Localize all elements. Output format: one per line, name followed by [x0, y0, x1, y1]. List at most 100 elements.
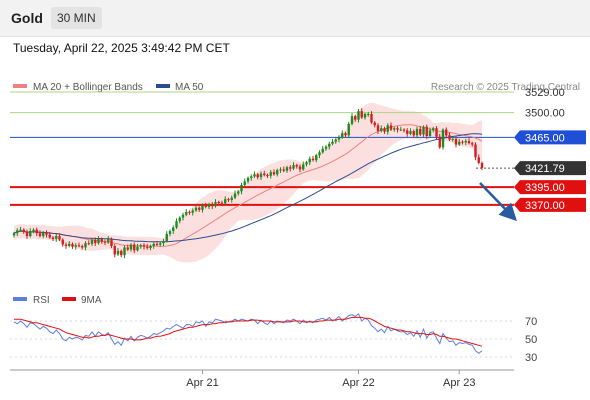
candle-body: [334, 139, 337, 142]
candle: [103, 239, 107, 246]
price-tag-label-support: 3370.00: [525, 200, 565, 212]
candle-body: [126, 247, 129, 250]
candle-body: [175, 221, 178, 228]
candle-body: [155, 243, 159, 245]
rsi-legend: RSI 9MA: [13, 295, 102, 306]
candle: [149, 244, 152, 251]
candle-body: [399, 129, 402, 131]
ma50-legend-label: MA 50: [175, 82, 204, 93]
candle: [194, 204, 198, 212]
candle-body: [214, 202, 217, 207]
candle-body: [419, 128, 422, 135]
candle-body: [422, 126, 425, 135]
candle-body: [84, 243, 87, 248]
candle-body: [81, 246, 84, 248]
candle-body: [321, 148, 324, 153]
candle: [285, 165, 289, 173]
candle-body: [285, 167, 289, 171]
candle: [159, 241, 162, 247]
candle: [64, 242, 68, 249]
candle-body: [48, 234, 51, 238]
candle-body: [94, 239, 97, 244]
candle-body: [120, 250, 123, 256]
candle: [360, 108, 363, 119]
candle: [51, 236, 55, 242]
price-tag-label-last: 3421.79: [525, 163, 565, 175]
candle: [155, 241, 159, 246]
candle-body: [227, 199, 230, 201]
candle: [240, 182, 243, 195]
rsi-line: [13, 312, 483, 355]
rsi-legend-swatch: [13, 297, 27, 301]
candle-body: [58, 236, 61, 240]
candle-body: [389, 125, 393, 130]
candle: [454, 136, 458, 148]
candle: [380, 125, 383, 133]
candle: [168, 229, 172, 237]
candle: [185, 209, 188, 217]
candle: [142, 243, 146, 250]
candle: [237, 189, 240, 196]
interval-button[interactable]: 30 MIN: [51, 7, 102, 29]
candle: [344, 131, 347, 138]
candle-body: [451, 138, 454, 140]
candle: [74, 243, 77, 250]
candle-body: [146, 246, 149, 249]
candle: [311, 155, 315, 162]
candle: [211, 202, 214, 210]
candle-body: [292, 165, 295, 169]
candle-body: [181, 214, 185, 218]
candle: [308, 156, 311, 166]
price-tags: 3529.00 3500.00 3465.00 3421.79 3395.00 3370.…: [514, 87, 586, 212]
candle: [58, 233, 61, 242]
candle: [435, 126, 438, 140]
candle-body: [42, 232, 45, 237]
candle: [133, 242, 136, 254]
candle: [230, 195, 233, 203]
candle: [201, 203, 204, 213]
candle-body: [344, 133, 347, 136]
candle-body: [165, 233, 168, 242]
candle: [415, 126, 419, 139]
candle-body: [311, 158, 315, 161]
candle: [448, 132, 451, 141]
candle-body: [331, 141, 334, 144]
candle: [328, 141, 331, 150]
candle-body: [269, 172, 272, 176]
candle-body: [458, 141, 461, 145]
price-tag-support: [514, 180, 586, 195]
candle-body: [308, 158, 311, 163]
candle-body: [188, 211, 191, 213]
candle-body: [77, 245, 81, 247]
candle: [480, 161, 484, 171]
candle-body: [87, 243, 90, 245]
candle: [198, 206, 201, 212]
candle: [12, 231, 16, 238]
candle: [389, 122, 393, 132]
candle: [422, 125, 425, 137]
candle-body: [279, 169, 282, 171]
candle: [458, 138, 461, 146]
candle-body: [347, 123, 350, 136]
candle: [292, 162, 295, 171]
candle: [324, 145, 328, 151]
symbol-title: Gold: [11, 10, 43, 26]
candle: [55, 233, 58, 242]
candle-body: [217, 202, 220, 203]
candle-body: [393, 128, 396, 130]
candle: [243, 178, 246, 187]
candle: [22, 228, 25, 234]
candle-body: [409, 131, 412, 134]
candle-body: [298, 166, 302, 170]
candle: [393, 126, 396, 132]
candle-body: [191, 210, 194, 213]
candle-body: [295, 165, 298, 167]
candle: [120, 249, 123, 258]
candle-body: [64, 244, 68, 246]
candle-body: [35, 229, 38, 234]
level-label-target: 3529.00: [525, 87, 565, 99]
candle-body: [282, 169, 285, 171]
candle: [172, 225, 175, 234]
rsi-tick-label: 50: [525, 334, 537, 346]
